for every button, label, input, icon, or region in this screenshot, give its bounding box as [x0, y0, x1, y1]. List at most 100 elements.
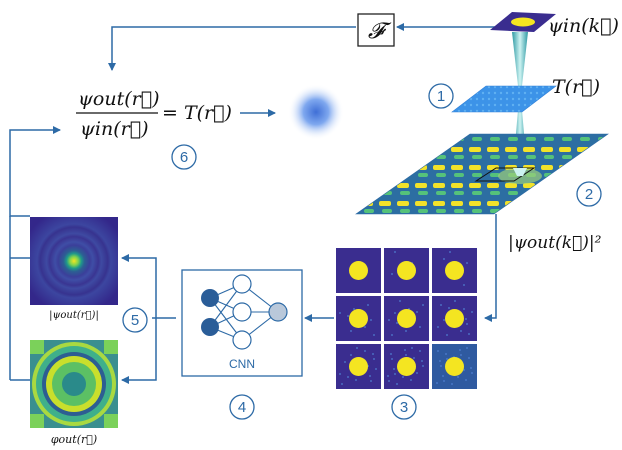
noise-speckle [437, 350, 439, 352]
noise-speckle [394, 251, 396, 253]
noise-speckle [387, 375, 389, 377]
noise-speckle [460, 354, 462, 356]
noise-speckle [463, 308, 465, 310]
psi-in-plane [490, 12, 556, 32]
noise-speckle [399, 300, 401, 302]
ratio-equation: ψout(r⃗) ψin(r⃗) = T(r⃗) [76, 88, 232, 140]
amplitude-image [30, 217, 118, 305]
noise-speckle [422, 365, 424, 367]
noise-speckle [468, 333, 470, 335]
step-3-badge [391, 394, 417, 420]
noise-speckle [466, 262, 468, 264]
equation-numerator: ψout(r⃗) [78, 88, 160, 110]
noise-speckle [339, 312, 341, 314]
fourier-operator-box [357, 13, 395, 47]
noise-speckle [347, 376, 349, 378]
step-5-badge [122, 307, 148, 333]
noise-speckle [454, 300, 456, 302]
central-beam-spot [349, 261, 368, 280]
arrow-feedback-to-equation [9, 126, 61, 217]
noise-speckle [463, 284, 465, 286]
noise-speckle [436, 382, 438, 384]
arrow-cnn-to-amplitude [121, 254, 157, 318]
noise-speckle [419, 326, 421, 328]
noise-speckle [468, 357, 470, 359]
equation-denominator: ψin(r⃗) [80, 118, 149, 140]
phase-image [30, 340, 118, 428]
noise-speckle [394, 373, 396, 375]
step-6-badge [171, 144, 197, 170]
noise-speckle [419, 350, 421, 352]
noise-speckle [367, 304, 369, 306]
noise-speckle [416, 311, 418, 313]
noise-speckle [344, 361, 346, 363]
noise-speckle [405, 354, 407, 356]
noise-speckle [465, 379, 467, 381]
step-2-badge [576, 181, 602, 207]
hidden-node-2 [232, 302, 252, 322]
noise-speckle [470, 367, 472, 369]
noise-speckle [440, 365, 442, 367]
noise-speckle [350, 354, 352, 356]
noise-speckle [442, 375, 444, 377]
noise-speckle [465, 318, 467, 320]
step-4-number: 4 [238, 399, 246, 416]
cnn-box: CNN [181, 269, 303, 377]
step-1-number: 1 [437, 88, 445, 105]
noise-speckle [341, 383, 343, 385]
cnn-label: CNN [229, 357, 255, 371]
noise-speckle [388, 380, 390, 382]
noise-speckle [364, 350, 366, 352]
noise-speckle [443, 258, 445, 260]
noise-speckle [471, 372, 473, 374]
noise-speckle [457, 376, 459, 378]
output-node [268, 302, 288, 322]
noise-speckle [466, 347, 468, 349]
noise-speckle [459, 349, 461, 351]
step-2-number: 2 [585, 186, 593, 203]
central-beam-spot [445, 357, 464, 376]
central-beam-spot [349, 357, 368, 376]
step-1-badge [428, 83, 454, 109]
diffraction-pattern-grid [336, 248, 477, 389]
noise-speckle [402, 376, 404, 378]
noise-speckle [421, 360, 423, 362]
central-beam-spot [397, 309, 416, 328]
transmission-plane [451, 85, 557, 113]
noise-speckle [370, 380, 372, 382]
arrow-fourier-to-equation [108, 26, 356, 71]
step-5-number: 5 [131, 312, 139, 329]
noise-speckle [404, 349, 406, 351]
noise-speckle [405, 330, 407, 332]
psi-out-k-squared-label: |ψout(k⃗)|² [508, 233, 602, 253]
phase-caption: φout(r⃗) [51, 433, 97, 446]
noise-speckle [370, 319, 372, 321]
noise-speckle [449, 251, 451, 253]
noise-speckle [391, 273, 393, 275]
noise-speckle [410, 379, 412, 381]
noise-speckle [375, 368, 377, 370]
noise-speckle [460, 330, 462, 332]
amplitude-caption: |ψout(r⃗)| [49, 310, 99, 321]
central-beam-spot [445, 309, 464, 328]
central-beam-spot [397, 357, 416, 376]
noise-speckle [339, 373, 341, 375]
step-4-badge [229, 394, 255, 420]
noise-speckle [373, 334, 375, 336]
noise-speckle [369, 375, 371, 377]
noise-speckle [373, 358, 375, 360]
noise-speckle [393, 368, 395, 370]
noise-speckle [437, 326, 439, 328]
noise-speckle [440, 304, 442, 306]
noise-speckle [446, 334, 448, 336]
step-6-number: 6 [180, 149, 188, 166]
noise-speckle [445, 353, 447, 355]
step-3-number: 3 [400, 399, 408, 416]
arrow-diffraction-to-patterns [484, 214, 497, 322]
noise-speckle [347, 315, 349, 317]
input-node-1 [201, 289, 219, 307]
noise-speckle [413, 357, 415, 359]
noise-speckle [394, 312, 396, 314]
noise-speckle [443, 319, 445, 321]
